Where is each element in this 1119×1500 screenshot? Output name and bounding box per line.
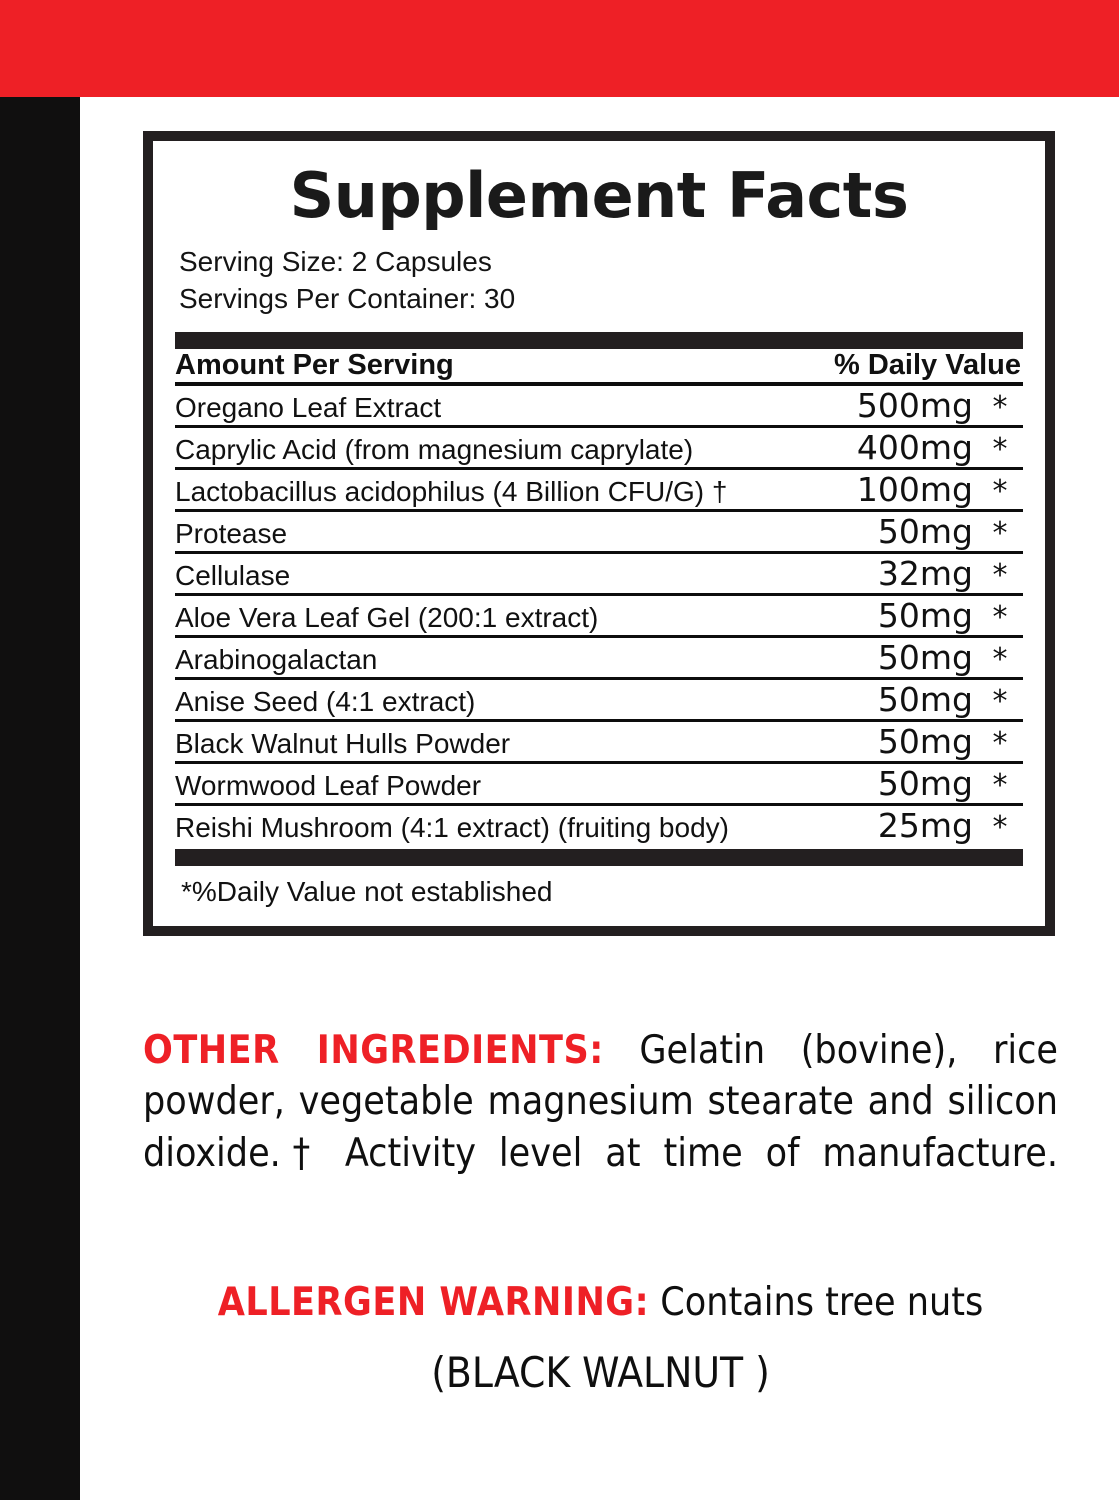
rule-line [175,719,1023,722]
table-row: Lactobacillus acidophilus (4 Billion CFU… [175,470,1023,509]
table-row-separator [175,803,1023,806]
ingredient-daily-value: * [992,684,1008,719]
nutrition-table-body: Amount Per Serving % Daily Value Oregano… [175,349,1023,845]
ingredient-amount: 25mg [877,806,973,845]
ingredient-daily-value: * [992,390,1008,425]
rule-line [175,677,1023,680]
ingredient-amount: 50mg [877,512,973,551]
rule-line [175,761,1023,764]
ingredient-daily-value: * [992,642,1008,677]
ingredient-daily-value: * [992,726,1008,761]
page-title: Supplement Facts [289,159,909,232]
ingredient-name: Anise Seed (4:1 extract) [175,686,476,717]
ingredient-name: Wormwood Leaf Powder [175,770,482,801]
ingredient-name: Lactobacillus acidophilus (4 Billion CFU… [175,476,728,507]
table-row: Cellulase 32mg * [175,554,1023,593]
table-top-thick-bar [175,332,1023,349]
ingredient-name: Cellulase [175,560,291,591]
table-row: Black Walnut Hulls Powder 50mg * [175,722,1023,761]
allergen-warning-label: ALLERGEN WARNING: [217,1279,650,1325]
ingredient-name: Arabinogalactan [175,644,378,675]
other-ingredients-label: OTHER INGREDIENTS: [143,1028,604,1073]
nutrition-table: Amount Per Serving % Daily Value Oregano… [175,349,1023,845]
ingredient-amount: 50mg [877,722,973,761]
table-row: Reishi Mushroom (4:1 extract) (fruiting … [175,806,1023,845]
supplement-facts-content: Supplement Facts Serving Size: 2 Capsule… [153,141,1045,926]
rule-line [175,803,1023,806]
table-row-separator [175,467,1023,470]
allergen-detail-text: (BLACK WALNUT ) [431,1347,770,1397]
ingredient-amount: 50mg [877,764,973,803]
ingredient-amount: 32mg [877,554,973,593]
table-row: Protease 50mg * [175,512,1023,551]
table-row-separator [175,551,1023,554]
ingredient-daily-value: * [992,558,1008,593]
ingredient-name: Black Walnut Hulls Powder [175,728,511,759]
ingredient-amount: 500mg [856,386,973,425]
ingredient-daily-value: * [992,432,1008,467]
ingredient-name: Caprylic Acid (from magnesium caprylate) [175,434,694,465]
other-ingredients-body: Gelatin (bovine), rice powder, vegetable… [143,1028,1058,1176]
ingredient-amount: 100mg [856,470,973,509]
table-row-separator [175,761,1023,764]
ingredient-daily-value: * [992,810,1008,845]
table-row-separator [175,593,1023,596]
supplement-facts-panel: Supplement Facts Serving Size: 2 Capsule… [143,131,1055,936]
table-row-separator [175,635,1023,638]
header-daily-value: % Daily Value [834,349,1021,381]
rule-line [175,509,1023,512]
ingredient-daily-value: * [992,474,1008,509]
table-row: Oregano Leaf Extract 500mg * [175,386,1023,425]
table-row-separator [175,382,1023,386]
table-row-separator [175,425,1023,428]
allergen-warning-text: Contains tree nuts [649,1279,984,1325]
table-row-separator [175,719,1023,722]
ingredient-amount: 50mg [877,680,973,719]
ingredient-amount: 50mg [877,596,973,635]
ingredient-name: Aloe Vera Leaf Gel (200:1 extract) [175,602,599,633]
top-red-accent-bar [0,0,1119,97]
table-row: Anise Seed (4:1 extract) 50mg * [175,680,1023,719]
rule-line [175,635,1023,638]
serving-size-text: Serving Size: 2 Capsules [179,246,492,278]
ingredient-name: Reishi Mushroom (4:1 extract) (fruiting … [175,812,729,843]
allergen-warning-line: ALLERGEN WARNING: Contains tree nuts [143,1277,1058,1330]
rule-line [175,593,1023,596]
rule-line [175,551,1023,554]
rule-line [175,425,1023,428]
table-row: Caprylic Acid (from magnesium caprylate)… [175,428,1023,467]
left-black-edge-stripe [0,97,80,1500]
table-row: Arabinogalactan 50mg * [175,638,1023,677]
header-amount-per-serving: Amount Per Serving [175,349,454,381]
servings-per-container-text: Servings Per Container: 30 [179,283,516,315]
daily-value-footnote: *%Daily Value not established [181,876,553,907]
ingredient-daily-value: * [992,516,1008,551]
ingredient-amount: 400mg [856,428,973,467]
ingredient-daily-value: * [992,600,1008,635]
table-row-separator [175,509,1023,512]
table-row-separator [175,677,1023,680]
ingredient-daily-value: * [992,768,1008,803]
ingredient-amount: 50mg [877,638,973,677]
other-ingredients-paragraph: OTHER INGREDIENTS: Gelatin (bovine), ric… [143,1025,1058,1231]
lower-text-block: OTHER INGREDIENTS: Gelatin (bovine), ric… [143,1025,1058,1402]
rule-line [175,382,1023,386]
table-bottom-thick-bar [175,849,1023,866]
ingredient-name: Oregano Leaf Extract [175,392,442,423]
table-header-row: Amount Per Serving % Daily Value [175,349,1023,382]
table-row: Wormwood Leaf Powder 50mg * [175,764,1023,803]
ingredient-name: Protease [175,518,288,549]
rule-line [175,467,1023,470]
table-row: Aloe Vera Leaf Gel (200:1 extract) 50mg * [175,596,1023,635]
allergen-warning-block: ALLERGEN WARNING: Contains tree nuts (BL… [143,1277,1058,1402]
